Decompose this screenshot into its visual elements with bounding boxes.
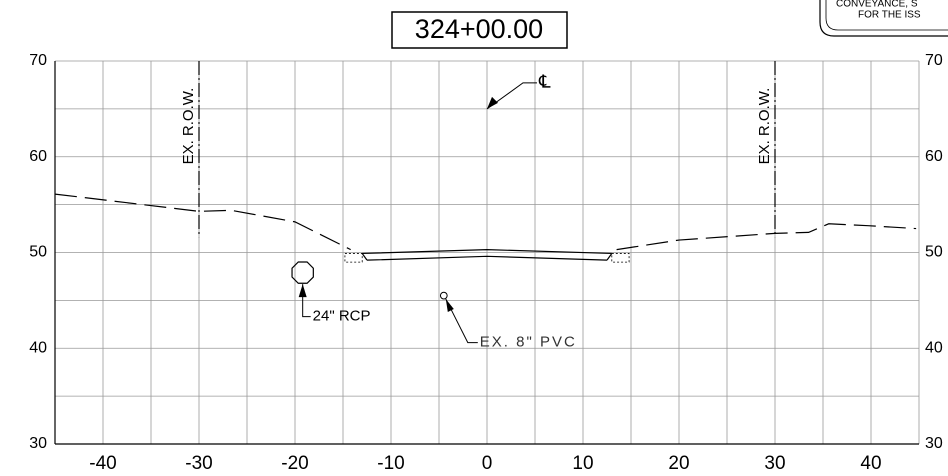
corner-note: FOR THE ISS	[858, 10, 921, 21]
title-box	[391, 11, 568, 49]
pipe	[291, 261, 314, 284]
y-tick-label: 70	[925, 52, 943, 69]
note-box-inner	[825, 0, 948, 31]
corner-note: CONVEYANCE, S	[836, 0, 918, 10]
pavement-edge	[361, 253, 368, 261]
y-tick-label: 60	[29, 148, 47, 165]
arrowhead	[445, 298, 454, 312]
profile-line	[366, 255, 608, 261]
centerline-leader	[486, 82, 537, 110]
pipe-label: EX. 8" PVC	[480, 334, 577, 351]
profile-line	[362, 249, 612, 255]
row-label: EX. R.O.W.	[180, 88, 197, 165]
x-tick-label: -10	[377, 453, 404, 474]
arrowhead	[487, 96, 498, 109]
y-tick-label: 60	[925, 148, 943, 165]
y-tick-label: 70	[29, 52, 47, 69]
leader	[445, 298, 478, 344]
x-tick-label: -30	[185, 453, 212, 474]
y-tick-label: 40	[925, 339, 943, 356]
x-tick-label: 20	[668, 453, 689, 474]
x-tick-label: -40	[89, 453, 116, 474]
row-label: EX. R.O.W.	[756, 88, 773, 165]
shoulder	[344, 253, 363, 263]
y-tick-label: 50	[29, 244, 47, 261]
y-tick-label: 30	[29, 435, 47, 452]
x-tick-label: 0	[482, 453, 493, 474]
y-tick-label: 40	[29, 339, 47, 356]
note-box	[819, 0, 948, 37]
x-tick-label: 30	[764, 453, 785, 474]
profile-line	[616, 223, 917, 251]
centerline-label: ℄	[538, 72, 551, 92]
x-tick-label: -20	[281, 453, 308, 474]
y-tick-label: 30	[925, 435, 943, 452]
station-title: 324+00.00	[415, 14, 543, 44]
y-tick-label: 50	[925, 244, 943, 261]
pipe-label: 24" RCP	[313, 308, 371, 325]
x-tick-label: 10	[572, 453, 593, 474]
x-tick-label: 40	[860, 453, 881, 474]
pipe	[439, 291, 448, 300]
arrowhead	[298, 284, 307, 298]
profile-line	[54, 193, 351, 251]
pavement-edge	[606, 253, 613, 261]
shoulder	[611, 253, 630, 263]
